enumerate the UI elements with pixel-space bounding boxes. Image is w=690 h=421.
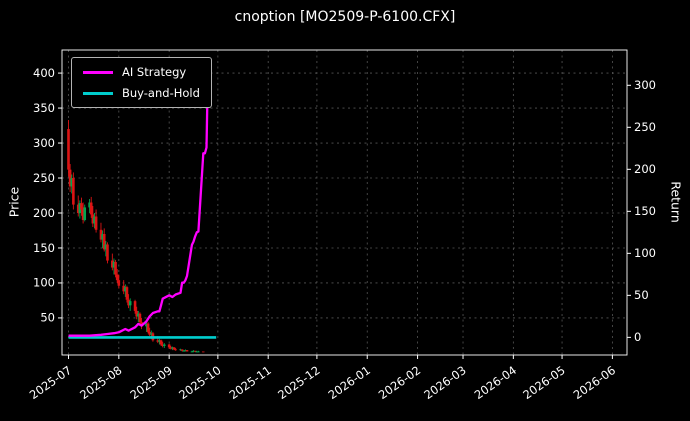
x-tick-label: 2025-07 — [27, 363, 74, 402]
left-tick-label: 300 — [33, 136, 55, 150]
right-tick-label: 50 — [634, 288, 649, 302]
right-tick-label: 250 — [634, 120, 656, 134]
plot-frame — [61, 49, 628, 356]
right-tick-label: 100 — [634, 246, 656, 260]
legend: AI Strategy Buy-and-Hold — [71, 57, 212, 108]
legend-label-ai-strategy: AI Strategy — [122, 65, 187, 79]
chart-title: cnoption [MO2509-P-6100.CFX] — [234, 9, 456, 25]
right-tick-label: 300 — [634, 78, 656, 92]
candlestick-series — [67, 119, 205, 353]
left-tick-label: 400 — [33, 66, 55, 80]
ai-strategy-line — [68, 60, 210, 337]
left-tick-label: 100 — [33, 276, 55, 290]
left-tick-label: 150 — [33, 241, 55, 255]
x-tick-label: 2026-03 — [421, 363, 468, 402]
right-axis-title: Return — [668, 181, 684, 223]
x-tick-label: 2025-10 — [176, 363, 223, 402]
left-tick-label: 250 — [33, 171, 55, 185]
x-tick-label: 2025-11 — [227, 363, 274, 402]
right-tick-label: 0 — [634, 330, 641, 344]
right-tick-label: 200 — [634, 162, 656, 176]
x-tick-label: 2026-06 — [571, 363, 618, 402]
strategy-lines — [68, 60, 217, 339]
right-tick-label: 150 — [634, 204, 656, 218]
ai-strategy-line-swatch — [83, 70, 113, 74]
buy-and-hold-line-swatch — [83, 91, 113, 95]
x-tick-label: 2025-12 — [275, 363, 322, 402]
x-tick-label: 2026-01 — [326, 363, 373, 402]
x-tick-label: 2025-09 — [127, 363, 174, 402]
x-tick-label: 2026-04 — [472, 363, 519, 402]
legend-item-buy-and-hold: Buy-and-Hold — [83, 86, 200, 100]
left-tick-label: 350 — [33, 101, 55, 115]
legend-label-buy-and-hold: Buy-and-Hold — [122, 86, 200, 100]
x-tick-label: 2026-05 — [520, 363, 567, 402]
left-tick-label: 50 — [40, 311, 55, 325]
x-tick-label: 2026-02 — [376, 363, 423, 402]
legend-item-ai-strategy: AI Strategy — [83, 65, 200, 79]
left-tick-label: 200 — [33, 206, 55, 220]
x-tick-label: 2025-08 — [77, 363, 124, 402]
left-axis-title: Price — [6, 186, 22, 218]
